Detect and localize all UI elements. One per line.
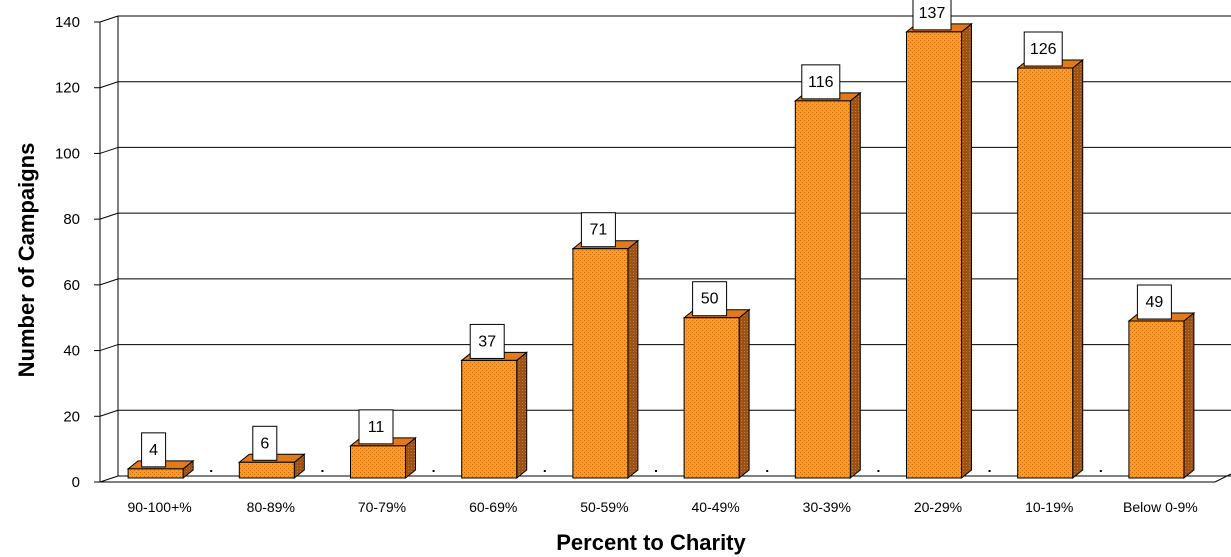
x-tick-label: 40-49% <box>691 499 739 515</box>
floor-dot <box>210 470 213 472</box>
data-label: 71 <box>580 212 616 248</box>
svg-text:37: 37 <box>478 333 496 350</box>
svg-text:137: 137 <box>919 5 946 22</box>
data-label: 50 <box>692 281 728 317</box>
bar <box>682 308 751 480</box>
svg-text:71: 71 <box>590 222 608 239</box>
y-axis-title: Number of Campaigns <box>14 143 39 378</box>
bar <box>571 239 640 480</box>
data-label: 4 <box>141 432 167 468</box>
gridline-depth <box>99 81 119 89</box>
svg-text:116: 116 <box>808 74 834 91</box>
svg-text:49: 49 <box>1146 294 1164 311</box>
data-label: 126 <box>1023 31 1063 67</box>
x-tick-label: 80-89% <box>247 499 295 515</box>
gridline-depth <box>99 278 119 286</box>
y-tick-label: 20 <box>63 408 80 425</box>
x-tick-label: 20-29% <box>914 499 962 515</box>
y-tick-label: 60 <box>63 277 80 294</box>
floor-dot <box>321 470 324 472</box>
svg-text:50: 50 <box>701 291 719 308</box>
floor-dot <box>988 470 991 472</box>
gridline-depth <box>99 212 119 220</box>
bar <box>905 22 973 480</box>
y-tick-label: 140 <box>55 14 80 31</box>
svg-text:11: 11 <box>368 419 385 436</box>
floor-dot <box>655 470 657 472</box>
floor-edge <box>1214 473 1231 483</box>
floor-dot <box>877 470 880 472</box>
gridline-depth <box>99 409 119 417</box>
floor-dot <box>432 470 435 472</box>
x-tick-label: 10-19% <box>1025 499 1073 515</box>
data-label: 116 <box>801 64 841 100</box>
floor-dot <box>1099 470 1102 472</box>
data-label: 11 <box>358 409 394 445</box>
floor-dot <box>766 470 769 472</box>
gridline-depth <box>99 475 119 483</box>
floor-dot <box>543 470 546 472</box>
data-label: 37 <box>469 323 505 359</box>
x-tick-label: Below 0-9% <box>1123 499 1198 515</box>
bars-layer <box>126 22 1196 480</box>
gridline-depth <box>99 146 119 154</box>
x-axis-title: Percent to Charity <box>556 530 746 555</box>
x-tick-label: 50-59% <box>580 499 628 515</box>
bar <box>793 91 862 480</box>
x-tick-label: 90-100+% <box>127 499 191 515</box>
gridline-depth <box>99 344 119 352</box>
x-tick-label: 70-79% <box>358 499 406 515</box>
y-tick-label: 120 <box>55 80 80 97</box>
bar <box>1016 58 1085 480</box>
bar <box>1127 311 1196 480</box>
svg-text:6: 6 <box>260 435 269 452</box>
y-tick-label: 40 <box>63 343 80 360</box>
data-label: 137 <box>912 0 952 31</box>
data-label: 6 <box>252 425 278 461</box>
y-tick-label: 80 <box>63 211 80 228</box>
x-tick-label: 30-39% <box>803 499 851 515</box>
labels-layer: 4 90-100+% 6 80-89% 11 70-79% 37 60-69% 71 50-59%… <box>127 0 1198 515</box>
data-label: 49 <box>1136 284 1172 320</box>
axes-layer: 0 20 40 60 80 100 120 140 <box>55 14 1231 491</box>
gridline-depth <box>99 15 119 23</box>
svg-text:126: 126 <box>1030 41 1057 58</box>
y-tick-label: 100 <box>55 145 80 162</box>
svg-text:4: 4 <box>149 442 158 459</box>
x-tick-label: 60-69% <box>469 499 517 515</box>
bar <box>460 351 529 480</box>
y-tick-label: 0 <box>72 474 80 491</box>
